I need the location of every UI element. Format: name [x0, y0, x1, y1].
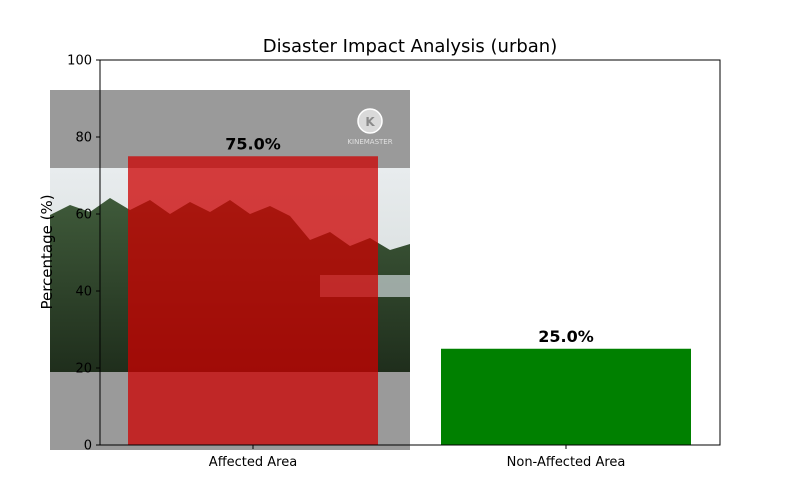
x-tick-label: Affected Area — [209, 455, 297, 470]
y-axis-label: Percentage (%) — [38, 194, 56, 309]
y-axis: 0 20 40 60 80 100 — [67, 54, 100, 454]
watermark-logo: K — [357, 108, 383, 134]
y-tick-label: 80 — [75, 131, 92, 146]
x-axis: Affected Area Non-Affected Area — [209, 445, 626, 470]
bar-affected-area — [128, 156, 378, 445]
value-label: 75.0% — [225, 134, 281, 153]
y-tick-label: 40 — [75, 285, 92, 300]
bars-group — [128, 156, 691, 445]
y-tick-label: 60 — [75, 208, 92, 223]
y-tick-label: 20 — [75, 362, 92, 377]
bar-non-affected-area — [441, 348, 691, 445]
chart-title: Disaster Impact Analysis (urban) — [263, 36, 557, 57]
value-labels-group: 75.0% 25.0% — [225, 134, 594, 346]
watermark-text: KINEMASTER — [347, 138, 392, 146]
value-label: 25.0% — [538, 327, 594, 346]
y-tick-label: 0 — [84, 439, 92, 454]
y-tick-label: 100 — [67, 54, 92, 69]
kinemaster-logo-letter: K — [365, 115, 375, 129]
kinemaster-logo-icon — [357, 108, 383, 134]
x-tick-label: Non-Affected Area — [507, 455, 626, 470]
axes-frame — [99, 59, 721, 446]
